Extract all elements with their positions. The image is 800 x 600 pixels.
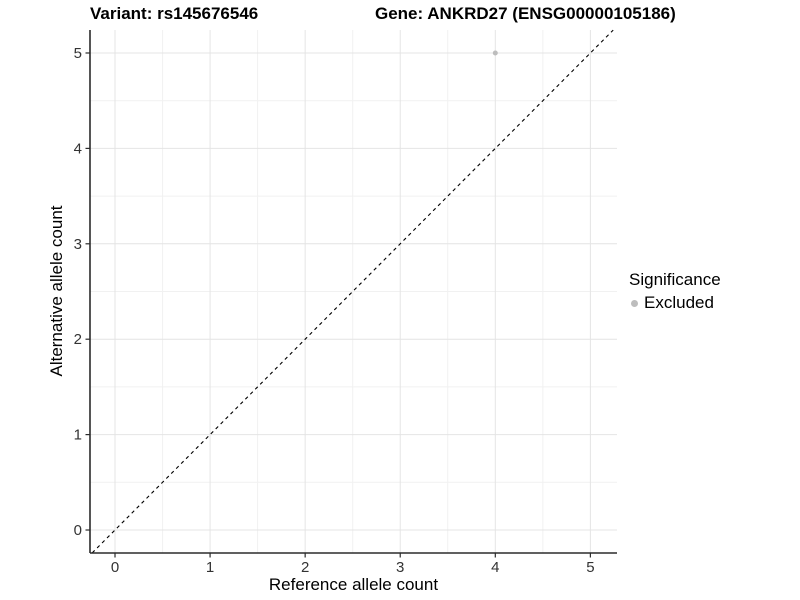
x-tick-label: 2: [301, 559, 309, 576]
legend-title: Significance: [629, 270, 721, 289]
y-tick-label: 3: [74, 236, 82, 253]
x-tick-label: 4: [491, 559, 499, 576]
x-tick-label: 1: [206, 559, 214, 576]
legend-item-label: Excluded: [644, 293, 714, 312]
y-tick-label: 5: [74, 45, 82, 62]
legend-item-excluded: Excluded: [629, 293, 721, 313]
data-point: [492, 50, 498, 56]
x-tick-label: 5: [586, 559, 594, 576]
x-axis-label: Reference allele count: [268, 575, 439, 594]
legend: Significance Excluded: [629, 270, 721, 313]
plot-title-variant: Variant: rs145676546: [90, 4, 259, 23]
y-tick-label: 0: [74, 522, 82, 539]
y-tick-label: 4: [74, 140, 82, 157]
x-tick-label: 0: [111, 559, 119, 576]
y-tick-label: 1: [74, 427, 82, 444]
x-tick-label: 3: [396, 559, 404, 576]
legend-dot-excluded: [631, 299, 638, 307]
y-axis-label: Alternative allele count: [47, 205, 66, 377]
y-tick-label: 2: [74, 331, 82, 348]
plot-title-gene: Gene: ANKRD27 (ENSG00000105186): [375, 4, 676, 23]
